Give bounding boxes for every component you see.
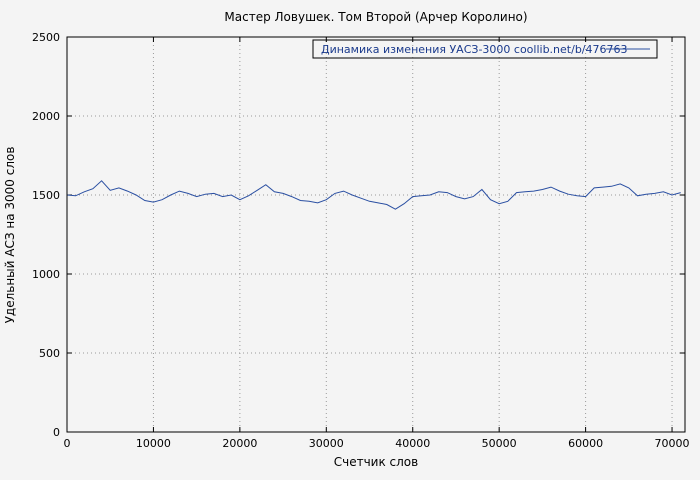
- y-tick-label: 1500: [32, 189, 60, 202]
- legend: Динамика изменения УАСЗ-3000 coollib.net…: [312, 39, 658, 59]
- y-axis-label: Удельный АСЗ на 3000 слов: [3, 147, 17, 324]
- chart-title: Мастер Ловушек. Том Второй (Арчер Короли…: [224, 10, 527, 24]
- y-tick-label: 0: [53, 426, 60, 439]
- y-tick-label: 500: [39, 347, 60, 360]
- x-tick-label: 0: [64, 437, 71, 450]
- legend-label: Динамика изменения УАСЗ-3000 coollib.net…: [321, 43, 628, 56]
- x-tick-label: 60000: [568, 437, 603, 450]
- gridlines: [67, 37, 685, 432]
- y-tick-label: 2500: [32, 31, 60, 44]
- x-tick-label: 70000: [655, 437, 690, 450]
- x-tick-label: 10000: [136, 437, 171, 450]
- y-tick-labels: 0 500 1000 1500 2000 2500: [32, 31, 60, 439]
- series-line: [66, 180, 681, 210]
- x-tick-label: 30000: [309, 437, 344, 450]
- x-tick-label: 40000: [395, 437, 430, 450]
- legend-box: [312, 39, 658, 59]
- x-tick-label: 50000: [482, 437, 517, 450]
- x-tick-labels: 0 10000 20000 30000 40000 50000 60000 70000: [64, 437, 690, 450]
- y-tick-label: 2000: [32, 110, 60, 123]
- y-tick-label: 1000: [32, 268, 60, 281]
- plot-border: [66, 36, 686, 433]
- x-tick-label: 20000: [222, 437, 257, 450]
- x-axis-label: Счетчик слов: [334, 455, 418, 469]
